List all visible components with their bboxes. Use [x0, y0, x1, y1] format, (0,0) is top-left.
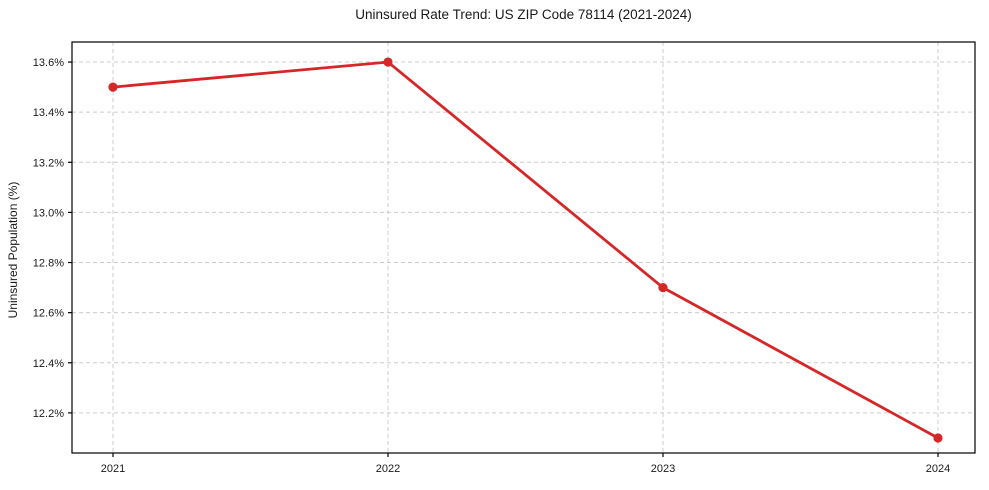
x-tick-label: 2023	[651, 463, 675, 475]
data-point-marker	[933, 433, 943, 443]
data-point-marker	[108, 82, 118, 92]
y-tick-label: 13.4%	[33, 107, 64, 119]
y-tick-label: 12.8%	[33, 258, 64, 270]
data-point-marker	[383, 57, 393, 67]
data-point-marker	[658, 282, 668, 293]
y-tick-label: 13.2%	[33, 157, 64, 169]
y-tick-label: 13.6%	[33, 57, 64, 69]
x-tick-label: 2021	[101, 463, 125, 475]
chart-title: Uninsured Rate Trend: US ZIP Code 78114 …	[355, 7, 692, 22]
plot-border	[71, 41, 976, 454]
x-tick-label: 2024	[926, 463, 950, 475]
x-tick-label: 2022	[376, 463, 400, 475]
y-tick-label: 12.4%	[33, 358, 64, 370]
y-tick-label: 13.0%	[33, 207, 64, 219]
trend-line	[111, 60, 940, 440]
y-tick-label: 12.6%	[33, 308, 64, 320]
y-tick-label: 12.2%	[33, 408, 64, 420]
